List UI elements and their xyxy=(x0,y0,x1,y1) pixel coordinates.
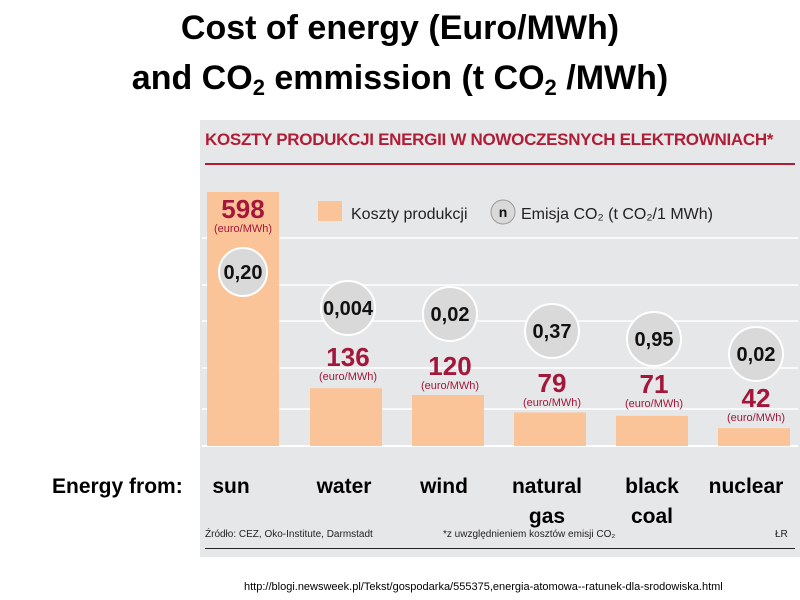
category-label: water xyxy=(316,475,372,498)
emission-value: 0,004 xyxy=(323,298,374,320)
banner-divider xyxy=(205,163,795,165)
chart-banner-title: KOSZTY PRODUKCJI ENERGII W NOWOCZESNYCH … xyxy=(205,130,774,149)
emission-value: 0,02 xyxy=(737,344,776,366)
source-text: Źródło: CEZ, Oko-Institute, Darmstadt xyxy=(205,529,373,540)
bar-black-coal xyxy=(616,415,688,446)
cost-value: 71 xyxy=(640,369,669,399)
emission-circle xyxy=(320,280,376,336)
emission-circle xyxy=(728,326,784,382)
category-label: sun xyxy=(212,475,250,498)
legend-emission-symbol xyxy=(490,199,516,225)
legend-emission-letter: n xyxy=(499,204,508,220)
cost-unit: (euro/MWh) xyxy=(214,223,272,235)
footnote-text: *z uwzględnieniem kosztów emisji CO₂ xyxy=(443,529,616,540)
legend-cost-label: Koszty produkcji xyxy=(351,206,468,223)
category-label: black coal xyxy=(625,475,679,528)
cost-unit: (euro/MWh) xyxy=(319,371,377,383)
legend-emission-label: Emisja CO₂ (t CO₂/1 MWh) xyxy=(521,206,713,223)
cost-unit: (euro/MWh) xyxy=(421,380,479,392)
slide-title-line1: Cost of energy (Euro/MWh) xyxy=(180,9,620,47)
bar-sun xyxy=(207,192,279,446)
emission-circle xyxy=(218,247,268,297)
bar-nuclear xyxy=(718,428,790,446)
cost-value: 79 xyxy=(538,368,567,398)
energy-from-label: Energy from: xyxy=(52,475,183,498)
category-label: wind xyxy=(420,475,468,498)
bar-natural-gas xyxy=(514,412,586,446)
cost-value: 598 xyxy=(221,194,264,224)
category-label: natural gas xyxy=(511,475,582,528)
cost-value: 42 xyxy=(742,383,771,413)
legend-cost-swatch xyxy=(318,201,342,221)
cost-unit: (euro/MWh) xyxy=(523,397,581,409)
emission-circle xyxy=(524,303,580,359)
bar-wind xyxy=(412,395,484,446)
cost-unit: (euro/MWh) xyxy=(727,412,785,424)
bar-water xyxy=(310,388,382,446)
credit-text: ŁR xyxy=(775,529,788,540)
emission-value: 0,02 xyxy=(431,304,470,326)
emission-value: 0,95 xyxy=(635,329,674,351)
emission-value: 0,20 xyxy=(224,262,263,284)
emission-circle xyxy=(626,311,682,367)
emission-circle xyxy=(422,286,478,342)
emission-value: 0,37 xyxy=(533,321,572,343)
category-label: nuclear xyxy=(708,475,784,498)
cost-unit: (euro/MWh) xyxy=(625,398,683,410)
source-divider xyxy=(205,548,795,549)
source-url[interactable]: http://blogi.newsweek.pl/Tekst/gospodark… xyxy=(244,581,723,593)
cost-value: 136 xyxy=(326,342,369,372)
infographic-panel xyxy=(200,120,800,557)
cost-value: 120 xyxy=(428,351,471,381)
slide-title-line2: and CO2 emmission (t CO2 /MWh) xyxy=(131,59,669,100)
